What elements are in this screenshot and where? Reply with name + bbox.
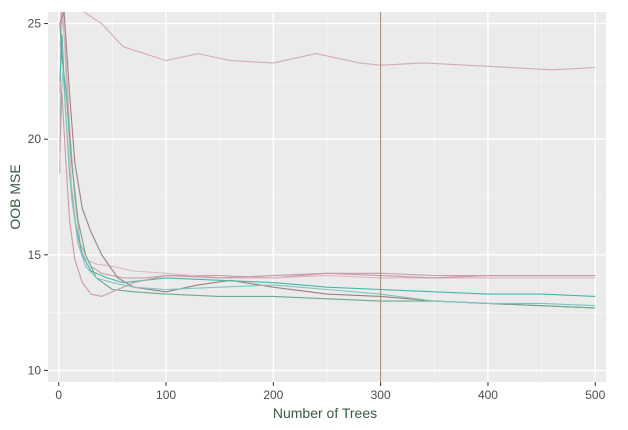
y-tick-label: 15 (28, 248, 42, 262)
axis-ticks: 0 100 200 300 400 500 10 15 20 25 (28, 17, 606, 402)
y-tick-label: 10 (28, 363, 42, 377)
y-axis-title: OOB MSE (7, 164, 23, 229)
x-tick-label: 100 (156, 388, 176, 402)
series-line-1 (59, 12, 596, 174)
x-tick-label: 500 (585, 388, 605, 402)
series-line-8 (59, 92, 596, 297)
minor-gridlines (48, 12, 606, 382)
y-tick-label: 20 (28, 132, 42, 146)
series-line-2 (59, 12, 596, 279)
x-axis-title: Number of Trees (273, 405, 377, 421)
x-tick-label: 300 (371, 388, 391, 402)
x-tick-label: 200 (263, 388, 283, 402)
series-line-7 (59, 69, 596, 307)
series-lines (59, 12, 596, 309)
y-tick-label: 25 (28, 17, 42, 31)
x-tick-label: 400 (478, 388, 498, 402)
major-gridlines (48, 12, 606, 382)
x-tick-label: 0 (55, 388, 62, 402)
